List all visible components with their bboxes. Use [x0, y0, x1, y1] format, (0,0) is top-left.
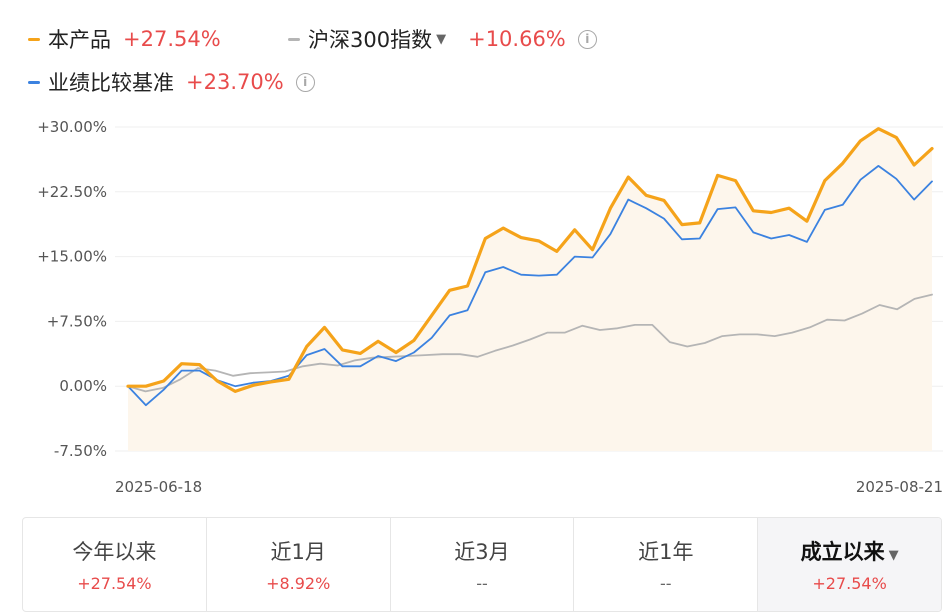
- benchmark-line: [127, 164, 933, 407]
- product-swatch: [28, 37, 40, 41]
- tab-label: 近3月: [454, 540, 510, 564]
- caret-down-icon[interactable]: ▼: [436, 31, 447, 47]
- tab-3m[interactable]: 近3月 --: [391, 518, 575, 611]
- index-name: 沪深300指数: [308, 28, 433, 52]
- legend-product[interactable]: 本产品 +27.54%: [28, 24, 221, 54]
- x-end-label: 2025-08-21: [856, 478, 943, 496]
- benchmark-name: 业绩比较基准: [48, 71, 174, 95]
- x-start-label: 2025-06-18: [115, 478, 202, 496]
- y-tick-label: +30.00%: [37, 118, 107, 136]
- tab-1m[interactable]: 近1月 +8.92%: [207, 518, 391, 611]
- y-tick-label: +22.50%: [37, 183, 107, 201]
- legend-index[interactable]: 沪深300指数 ▼ +10.66% i: [288, 24, 597, 54]
- index-swatch: [288, 37, 300, 41]
- tab-value: +27.54%: [77, 574, 152, 593]
- line-chart[interactable]: +30.00% +22.50% +15.00% +7.50% 0.00% -7.50% 2…: [0, 0, 946, 510]
- benchmark-return: +23.70%: [186, 70, 284, 94]
- tab-label: 成立以来: [800, 540, 885, 564]
- tab-label: 近1年: [638, 540, 694, 564]
- index-return: +10.66%: [468, 27, 566, 51]
- tab-label: 今年以来: [72, 540, 157, 564]
- info-icon[interactable]: i: [295, 72, 315, 92]
- tab-label-row: 成立以来 ▼: [801, 536, 899, 566]
- caret-down-icon[interactable]: ▼: [888, 548, 899, 563]
- tab-value: --: [476, 574, 488, 593]
- y-tick-label: +15.00%: [37, 248, 107, 266]
- tab-value: +27.54%: [812, 574, 887, 593]
- y-tick-label: -7.50%: [54, 442, 107, 460]
- y-tick-label: 0.00%: [59, 377, 107, 395]
- tab-value: +8.92%: [266, 574, 331, 593]
- period-tabs: 今年以来 +27.54% 近1月 +8.92% 近3月 -- 近1年 -- 成立…: [22, 517, 942, 612]
- series-lines: [126, 127, 934, 407]
- product-name: 本产品: [48, 28, 111, 52]
- tab-since-inception[interactable]: 成立以来 ▼ +27.54%: [758, 518, 941, 611]
- tab-label: 近1月: [270, 540, 326, 564]
- y-tick-label: +7.50%: [47, 312, 107, 330]
- tab-1y[interactable]: 近1年 --: [574, 518, 759, 611]
- tab-value: --: [660, 574, 672, 593]
- index-line: [127, 293, 933, 393]
- product-line: [126, 127, 934, 393]
- product-area-fill: [128, 128, 932, 451]
- info-icon[interactable]: i: [577, 29, 597, 49]
- legend-benchmark[interactable]: 业绩比较基准 +23.70% i: [28, 67, 315, 97]
- benchmark-swatch: [28, 80, 40, 84]
- product-return: +27.54%: [123, 27, 221, 51]
- tab-ytd[interactable]: 今年以来 +27.54%: [23, 518, 207, 611]
- y-axis-ticks: +30.00% +22.50% +15.00% +7.50% 0.00% -7.50%: [37, 118, 107, 460]
